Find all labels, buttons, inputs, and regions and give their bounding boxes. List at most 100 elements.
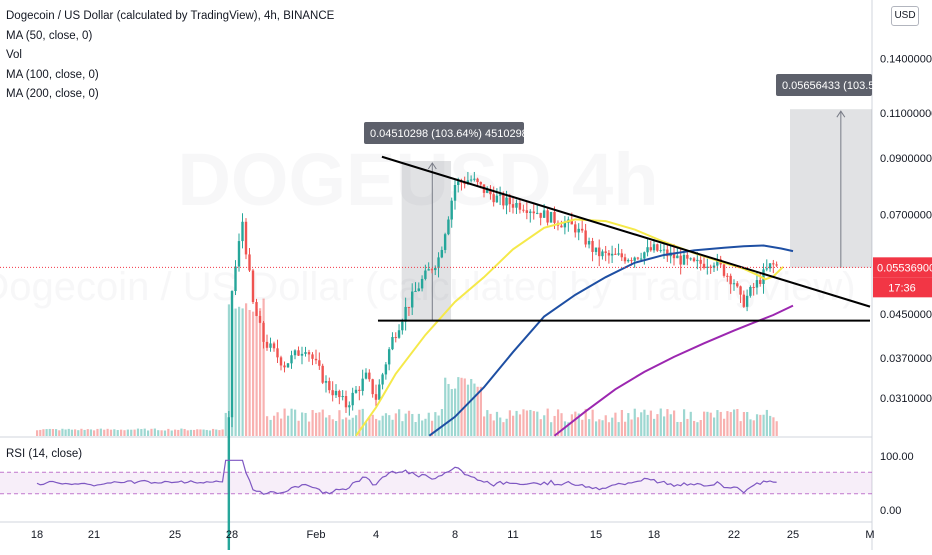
volume-bar <box>315 412 318 436</box>
volume-bar <box>460 377 463 436</box>
candle-body <box>450 200 453 220</box>
volume-bar <box>620 409 623 436</box>
candle-body <box>729 275 732 285</box>
volume-bar <box>348 419 351 436</box>
volume-bar <box>466 384 470 436</box>
currency-button[interactable]: USD <box>891 6 919 26</box>
volume-bar <box>241 308 244 436</box>
volume-bar <box>649 410 652 436</box>
volume-bar <box>205 429 208 436</box>
measure-label-1: 0.04510298 (103.64%) 4510298 <box>370 128 528 140</box>
volume-bar <box>45 429 48 436</box>
volume-bar <box>401 421 404 436</box>
candle-body <box>324 381 328 383</box>
volume-bar <box>567 422 570 436</box>
volume-bar <box>556 409 560 436</box>
volume-bar <box>588 419 591 436</box>
candle-body <box>553 211 556 223</box>
volume-bar <box>706 411 709 436</box>
measure-arrowhead-1 <box>427 162 437 170</box>
volume-bar <box>723 418 726 436</box>
rsi-band <box>0 472 872 494</box>
time-tick-label: 8 <box>452 529 458 541</box>
volume-bar <box>189 429 193 436</box>
volume-bar <box>42 429 45 436</box>
volume-bar <box>58 430 61 436</box>
volume-bar <box>614 412 617 436</box>
volume-bar <box>375 418 378 436</box>
moving-average-2 <box>428 244 794 437</box>
candle-body <box>304 352 307 354</box>
candle-body <box>354 389 358 393</box>
volume-bar <box>328 415 331 436</box>
candle-body <box>672 252 676 259</box>
volume-bar <box>51 429 55 436</box>
candle-body <box>358 389 361 391</box>
candle-body <box>532 211 535 214</box>
candle-body <box>633 257 636 261</box>
candle-body <box>775 264 778 266</box>
candle-body <box>712 265 716 268</box>
volume-bar <box>696 422 699 436</box>
candle-body <box>739 286 742 295</box>
candle-body <box>682 254 686 265</box>
candle-body <box>234 266 237 292</box>
volume-bar <box>633 408 636 436</box>
volume-bar <box>659 408 662 436</box>
volume-bar <box>430 420 434 436</box>
candle-body <box>643 252 646 259</box>
candle-body <box>387 349 391 365</box>
candle-body <box>338 390 341 398</box>
axis-mask <box>873 60 932 110</box>
volume-bar <box>123 430 126 436</box>
candle-body <box>699 259 702 264</box>
rsi-tick-0: 0.00 <box>880 505 901 517</box>
volume-bar <box>126 429 129 436</box>
candle-body <box>269 343 272 348</box>
volume-bar <box>199 429 202 436</box>
candle-body <box>686 254 689 259</box>
volume-bar <box>245 303 248 436</box>
candle-body <box>676 255 679 259</box>
volume-bar <box>417 413 420 436</box>
volume-bar <box>733 409 736 436</box>
candle-body <box>722 264 726 276</box>
candle-body <box>407 306 411 308</box>
candle-body <box>258 315 262 323</box>
candle-body <box>752 286 755 288</box>
time-tick-label: M <box>865 529 874 541</box>
volume-bar <box>703 411 706 436</box>
candle-body <box>617 253 620 255</box>
volume-bar <box>502 422 505 436</box>
candle-body <box>570 219 573 225</box>
candle-body <box>636 257 640 259</box>
volume-bar <box>411 413 414 436</box>
volume-bar <box>80 428 83 436</box>
candle-body <box>341 396 344 398</box>
volume-bar <box>598 419 601 436</box>
candle-body <box>511 204 515 208</box>
countdown-badge <box>873 277 932 298</box>
volume-bar <box>532 411 535 436</box>
candle-body <box>381 374 384 385</box>
candle-body <box>321 365 324 383</box>
volume-bar <box>215 429 218 436</box>
volume-bar <box>321 409 324 436</box>
volume-bar <box>283 408 286 436</box>
volume-bar <box>269 419 272 436</box>
time-tick-label: 21 <box>88 529 100 541</box>
volume-bar <box>273 415 276 436</box>
volume-bar <box>218 430 221 436</box>
candle-body <box>440 249 444 258</box>
candle-body <box>546 210 549 223</box>
candle-body <box>549 211 553 223</box>
volume-bar <box>64 429 67 436</box>
volume-bar <box>611 417 614 436</box>
candle-body <box>716 259 719 266</box>
volume-bar <box>212 428 215 436</box>
volume-bar <box>679 421 682 436</box>
volume-bar <box>335 420 338 436</box>
rsi-label[interactable]: RSI (14, close) <box>6 448 83 460</box>
